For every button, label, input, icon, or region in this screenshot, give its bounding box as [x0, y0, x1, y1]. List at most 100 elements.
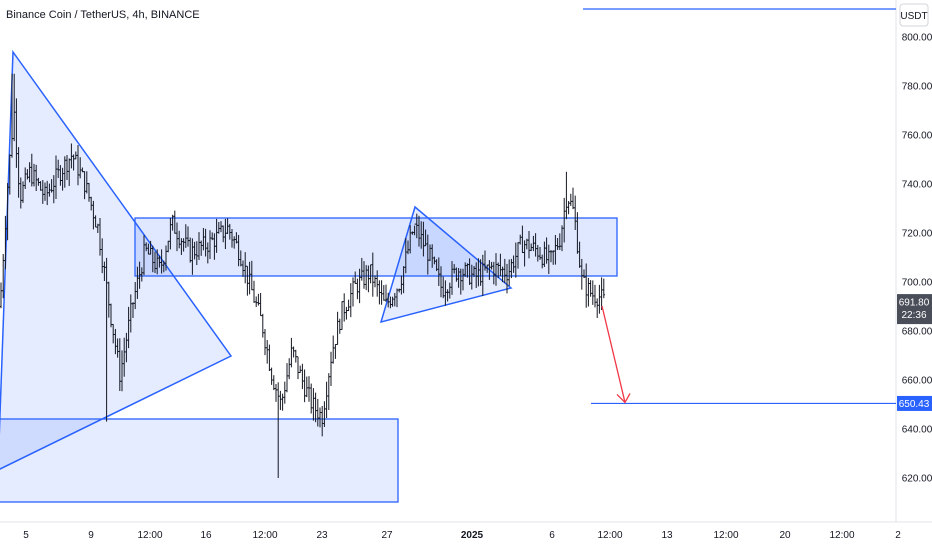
- consolidation-zone-rect: [134, 217, 618, 277]
- candle: [521, 225, 524, 253]
- candle: [299, 365, 302, 373]
- candle: [270, 367, 273, 385]
- x-tick-label: 12:00: [252, 530, 277, 541]
- candle: [257, 293, 260, 306]
- candle: [301, 363, 304, 390]
- candle: [329, 351, 333, 387]
- candle: [468, 258, 471, 285]
- candle: [261, 313, 264, 338]
- currency-box[interactable]: [899, 3, 929, 27]
- current-price-badge: [897, 294, 932, 325]
- candle: [292, 346, 295, 358]
- candle: [576, 212, 579, 254]
- candle: [305, 376, 308, 398]
- x-tick-label: 12:00: [829, 530, 854, 541]
- candle: [490, 261, 493, 270]
- candle: [501, 266, 504, 283]
- candle: [307, 376, 311, 402]
- candle: [327, 373, 330, 410]
- candle: [266, 340, 269, 364]
- y-tick-label: 760.00: [902, 131, 932, 142]
- candle: [338, 318, 341, 334]
- candle: [356, 278, 359, 300]
- candle: [290, 337, 293, 368]
- candle: [424, 229, 427, 247]
- candle: [532, 235, 535, 252]
- y-tick-label: 780.00: [902, 82, 932, 93]
- current-price-value: 691.80: [899, 298, 930, 309]
- candle: [279, 390, 282, 411]
- x-tick-label: 12:00: [597, 530, 622, 541]
- candle: [598, 284, 601, 314]
- candle: [268, 344, 271, 371]
- projection-arrow[interactable]: [601, 305, 631, 404]
- candle: [255, 296, 258, 308]
- candle: [345, 306, 348, 320]
- candle: [59, 165, 62, 186]
- candle: [272, 375, 275, 391]
- candle: [402, 266, 405, 294]
- candle: [569, 193, 572, 206]
- candle: [591, 280, 594, 305]
- x-axis-labels: 5 9 12:00 16 12:00 23 27 2025 6 12:00 13 12:00 20 12:…: [23, 530, 901, 541]
- candle: [288, 358, 291, 380]
- candle: [48, 183, 51, 197]
- candle: [369, 264, 372, 284]
- target-price-value: 650.43: [899, 399, 930, 410]
- candle: [349, 283, 352, 318]
- x-tick-label: 16: [200, 530, 212, 541]
- candle: [479, 259, 482, 286]
- candle: [274, 383, 278, 402]
- candle: [314, 392, 317, 423]
- candle: [571, 187, 575, 210]
- x-tick-label: 13: [661, 530, 673, 541]
- x-tick-label: 12:00: [137, 530, 162, 541]
- x-tick-label: 6: [549, 530, 555, 541]
- currency-label[interactable]: USDT: [900, 11, 927, 22]
- arrow-head: [616, 393, 631, 404]
- candle: [294, 349, 297, 363]
- candle: [310, 383, 313, 414]
- candle: [351, 277, 355, 307]
- pattern-drawings[interactable]: [0, 49, 618, 503]
- candle: [263, 328, 267, 356]
- candle: [382, 285, 385, 301]
- y-tick-label: 660.00: [902, 376, 932, 387]
- candle: [554, 235, 557, 265]
- candle: [283, 381, 286, 404]
- y-tick-label: 620.00: [902, 474, 932, 485]
- candle: [567, 200, 570, 215]
- candle: [596, 298, 599, 318]
- candle: [457, 268, 460, 288]
- candle: [332, 335, 335, 364]
- candle: [37, 177, 40, 186]
- price-scale[interactable]: [896, 0, 932, 550]
- candle: [281, 393, 284, 411]
- y-tick-label: 700.00: [902, 278, 932, 289]
- y-tick-label: 800.00: [902, 33, 932, 44]
- x-tick-label: 2025: [461, 530, 484, 541]
- x-tick-label: 2: [895, 530, 901, 541]
- candle: [252, 280, 256, 303]
- candlestick-series[interactable]: [0, 73, 605, 478]
- demand-zone-rect: [0, 418, 399, 503]
- candle: [303, 369, 306, 403]
- x-tick-label: 27: [381, 530, 393, 541]
- candle: [340, 301, 344, 330]
- candle: [391, 296, 394, 307]
- candle: [0, 282, 3, 309]
- candle: [543, 241, 546, 267]
- target-price-badge: [897, 395, 932, 411]
- y-tick-label: 680.00: [902, 327, 932, 338]
- y-tick-label: 720.00: [902, 229, 932, 240]
- horizontal-lines[interactable]: [583, 8, 896, 405]
- candle: [600, 277, 603, 311]
- candle: [446, 289, 449, 302]
- candle: [343, 293, 346, 322]
- candle: [413, 223, 416, 236]
- y-tick-label: 740.00: [902, 180, 932, 191]
- y-axis-labels: 800.00 780.00 760.00 740.00 720.00 700.00 680.…: [902, 33, 932, 485]
